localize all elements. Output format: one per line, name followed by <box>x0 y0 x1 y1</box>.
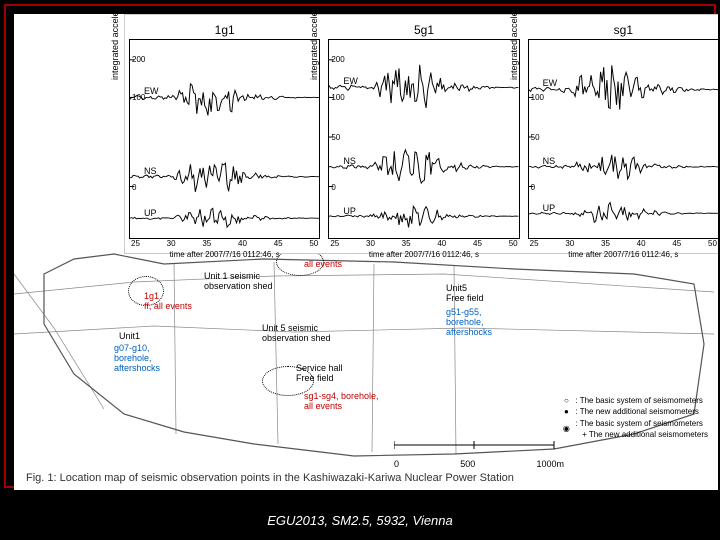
xtick-row: 253035404550 <box>129 239 320 248</box>
legend-item: ○: The basic system of seismometers <box>561 395 708 406</box>
seismogram-charts: 1g1integrated acceleration, Gal*s0100200… <box>124 14 718 254</box>
ytick-label: 0 <box>132 183 136 192</box>
map-label: sg1-sg4, borehole, all events <box>304 392 379 412</box>
trace-label: UP <box>543 203 556 213</box>
slide-frame: Unit 1 seismic observation shed 1g1 ff, a… <box>4 4 716 488</box>
chart-axes: 0 50 100 EW NS UP <box>528 39 718 239</box>
ytick-label: 0 <box>331 183 335 192</box>
chart-title: 1g1 <box>129 23 320 37</box>
chart-panel: 1g1integrated acceleration, Gal*s0100200… <box>125 15 324 253</box>
chart-ylabel: integrated acceleration, Gal*s <box>509 14 519 80</box>
ytick-label: 200 <box>132 55 145 64</box>
chart-title: sg1 <box>528 23 718 37</box>
ytick-label: 50 <box>531 133 540 142</box>
chart-xlabel: time after 2007/7/16 0112:46, s <box>129 250 320 259</box>
xtick-row: 253035404550 <box>328 239 519 248</box>
ytick-label: 100 <box>531 93 544 102</box>
map-label: Service hall Free field <box>296 364 343 384</box>
scale-bar: 05001000m <box>394 439 574 469</box>
ytick-label: 100 <box>331 93 344 102</box>
chart-title: 5g1 <box>328 23 519 37</box>
chart-panel: sg1integrated acceleration, Gal*s050100E… <box>524 15 718 253</box>
map-label: g07-g10, borehole, aftershocks <box>114 344 160 374</box>
slide-footer: EGU2013, SM2.5, 5932, Vienna <box>0 513 720 528</box>
chart-axes: 0 50 100 200 EW NS UP <box>328 39 519 239</box>
trace-label: NS <box>343 156 356 166</box>
chart-xlabel: time after 2007/7/16 0112:46, s <box>528 250 718 259</box>
ytick-label: 50 <box>331 133 340 142</box>
trace-label: EW <box>343 76 358 86</box>
trace-label: UP <box>144 208 157 218</box>
map-label: Unit5 Free field <box>446 284 484 304</box>
trace-label: EW <box>144 86 159 96</box>
map-label: 1g1 ff, all events <box>144 292 192 312</box>
legend-item: ◉: The basic system of seismometers + Th… <box>561 418 708 440</box>
chart-panel: 5g1integrated acceleration, Gal*s 0 50 100 2… <box>324 15 523 253</box>
chart-ylabel: integrated acceleration, Gal*s <box>110 14 120 80</box>
ytick-label: 0 <box>531 183 535 192</box>
chart-ylabel: integrated acceleration, Gal*s <box>309 14 319 80</box>
trace-label: NS <box>144 166 157 176</box>
xtick-row: 253035404550 <box>528 239 718 248</box>
chart-xlabel: time after 2007/7/16 0112:46, s <box>328 250 519 259</box>
trace-label: EW <box>543 78 558 88</box>
map-label: all events <box>304 260 342 270</box>
map-legend: ○: The basic system of seismometers●: Th… <box>561 395 708 440</box>
trace-label: NS <box>543 156 556 166</box>
figure-caption: Fig. 1: Location map of seismic observat… <box>26 472 514 484</box>
chart-axes: 0100200EWNSUP <box>129 39 320 239</box>
map-label: Unit1 <box>119 332 140 342</box>
map-label: g51-g55, borehole, aftershocks <box>446 308 492 338</box>
figure-area: Unit 1 seismic observation shed 1g1 ff, a… <box>14 14 718 490</box>
trace-label: UP <box>343 206 356 216</box>
map-label: Unit 5 seismic observation shed <box>262 324 331 344</box>
legend-item: ●: The new additional seismometers <box>561 406 708 417</box>
map-label: Unit 1 seismic observation shed <box>204 272 273 292</box>
ytick-label: 200 <box>331 55 344 64</box>
